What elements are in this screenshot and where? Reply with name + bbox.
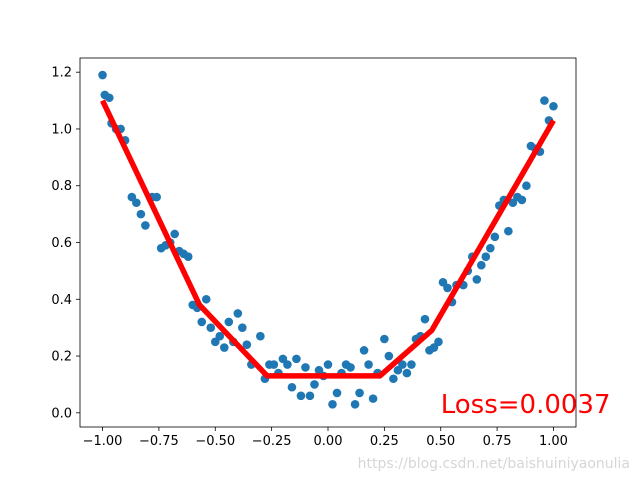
x-tick-label: −0.25 — [252, 434, 292, 449]
scatter-point — [238, 323, 247, 332]
scatter-point — [443, 283, 452, 293]
scatter-point — [183, 252, 193, 261]
scatter-point — [384, 351, 394, 361]
scatter-point — [219, 343, 229, 352]
scatter-point — [233, 309, 243, 318]
scatter-point — [269, 360, 279, 369]
scatter-point — [197, 317, 207, 327]
scatter-point — [215, 331, 225, 341]
scatter-point — [368, 394, 378, 403]
y-tick-label: 0.2 — [51, 350, 72, 365]
fit-line-layer — [100, 99, 556, 379]
scatter-point — [549, 101, 558, 111]
scatter-point — [540, 96, 549, 105]
scatter-point — [323, 360, 333, 369]
scatter-point — [380, 334, 389, 344]
scatter-point — [224, 317, 234, 327]
scatter-point — [296, 391, 306, 401]
scatter-point — [346, 363, 355, 372]
y-tick-label: 0.8 — [51, 179, 72, 194]
scatter-point — [517, 195, 527, 205]
scatter-point — [504, 226, 513, 236]
scatter-point — [486, 243, 495, 253]
scatter-point — [402, 368, 412, 378]
scatter-point — [350, 399, 360, 409]
scatter-point — [283, 360, 292, 369]
x-tick-label: 0.75 — [483, 434, 512, 449]
y-axis: 0.0 0.2 0.4 0.6 0.8 1.0 1.2 — [51, 66, 80, 421]
scatter-point — [332, 388, 342, 398]
scatter-point — [398, 360, 407, 369]
scatter-point — [105, 93, 114, 103]
x-axis: −1.00 −0.75 −0.50 −0.25 0.00 0.25 0.50 0.75 1.00 — [83, 427, 568, 449]
scatter-point — [98, 70, 107, 80]
y-tick-label: 0.6 — [51, 236, 72, 251]
scatter-point — [242, 340, 252, 349]
scatter-point — [490, 232, 500, 242]
x-tick-label: 0.25 — [370, 434, 399, 449]
y-tick-label: 1.0 — [51, 122, 72, 137]
scatter-point — [152, 192, 161, 202]
x-tick-label: 1.00 — [539, 434, 568, 449]
scatter-point — [287, 382, 297, 392]
x-tick-label: −1.00 — [83, 434, 123, 449]
scatter-point — [328, 399, 337, 409]
scatter-point — [305, 391, 315, 401]
x-tick-label: 0.00 — [314, 434, 343, 449]
scatter-point — [201, 294, 211, 304]
loss-annotation: Loss=0.0037 — [441, 390, 611, 420]
scatter-point — [136, 209, 146, 219]
scatter-point — [364, 360, 373, 369]
y-tick-label: 1.2 — [51, 66, 72, 81]
scatter-point — [434, 337, 443, 347]
scatter-point — [132, 198, 141, 208]
scatter-point — [477, 260, 486, 270]
scatter-point — [389, 374, 398, 384]
scatter-point — [310, 380, 319, 389]
scatter-point — [301, 363, 310, 372]
y-tick-label: 0.0 — [51, 406, 72, 421]
scatter-point — [256, 331, 265, 341]
scatter-point — [407, 360, 416, 369]
watermark: https://blog.csdn.net/baishuiniyaonulia — [358, 456, 630, 472]
scatter-point — [355, 388, 364, 398]
fit-line — [100, 99, 556, 379]
scatter-point — [292, 354, 301, 364]
scatter-point — [420, 314, 430, 324]
scatter-point — [472, 275, 482, 284]
scatter-point — [522, 181, 531, 191]
x-tick-label: 0.50 — [426, 434, 455, 449]
scatter-point — [170, 229, 179, 239]
scatter-point — [206, 323, 216, 332]
x-tick-label: −0.75 — [139, 434, 179, 449]
x-tick-label: −0.50 — [195, 434, 235, 449]
scatter-point — [359, 346, 369, 355]
y-tick-label: 0.4 — [51, 293, 72, 308]
scatter-point — [141, 221, 150, 230]
scatter-point — [481, 252, 491, 261]
